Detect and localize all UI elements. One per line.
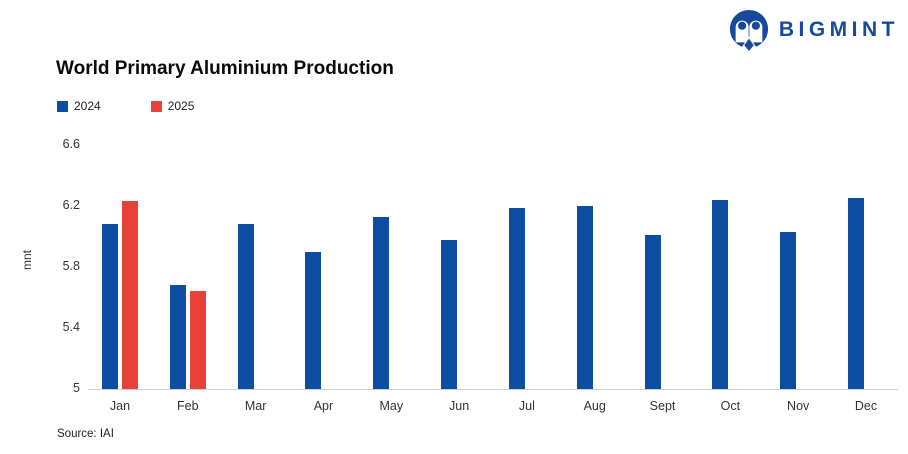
y-tick-label: 5.8: [62, 259, 80, 273]
chart-title: World Primary Aluminium Production: [56, 58, 394, 79]
bar-2024-nov: [780, 231, 797, 389]
legend-label-2024: 2024: [74, 99, 101, 113]
x-tick-label: Apr: [313, 399, 334, 413]
bar-2024-may: [373, 216, 390, 389]
bar-2024-jul: [508, 207, 525, 389]
bar-2024-jan: [102, 224, 118, 389]
y-axis-title: mnt: [20, 250, 34, 271]
y-tick-label: 6.2: [62, 198, 80, 212]
y-tick-label: 5: [73, 381, 80, 395]
bar-2025-feb: [189, 291, 206, 389]
x-tick-label: Jan: [109, 399, 131, 413]
logo-text: BIGMINT: [778, 18, 899, 41]
bigmint-logo: BIGMINT: [728, 9, 899, 51]
x-tick-label: Aug: [583, 399, 606, 413]
y-tick-label: 6.6: [62, 137, 80, 151]
x-tick-label: Nov: [787, 399, 810, 413]
x-tick-label: Dec: [854, 399, 878, 413]
bar-2024-aug: [576, 206, 593, 389]
bar-2024-dec: [848, 198, 864, 389]
x-tick-label: May: [379, 399, 404, 413]
x-tick-label: Jul: [518, 399, 535, 413]
legend-item-2025: 2025: [150, 99, 195, 113]
x-tick-label: Sept: [649, 399, 676, 413]
x-tick-label: Jun: [449, 399, 470, 413]
bigmint-owl-icon: [729, 9, 768, 51]
bar-2024-mar: [237, 224, 254, 389]
chart-legend: 2024 2025: [57, 99, 194, 113]
x-axis-line: [88, 389, 898, 390]
bar-2024-oct: [712, 199, 729, 389]
legend-item-2024: 2024: [57, 99, 101, 113]
bar-2024-feb: [169, 285, 186, 389]
bar-2025-jan: [122, 201, 138, 389]
legend-label-2025: 2025: [167, 99, 195, 113]
bar-2024-sept: [644, 234, 661, 389]
source-note: Source: IAI: [57, 428, 114, 440]
bar-2024-apr: [305, 251, 322, 389]
bar-2024-jun: [441, 239, 458, 389]
y-tick-label: 5.4: [62, 320, 80, 334]
legend-swatch-2024: [57, 100, 68, 112]
legend-swatch-2025: [150, 100, 162, 112]
x-tick-label: Mar: [244, 399, 267, 413]
x-tick-label: Feb: [177, 399, 199, 413]
x-tick-label: Oct: [720, 399, 741, 413]
